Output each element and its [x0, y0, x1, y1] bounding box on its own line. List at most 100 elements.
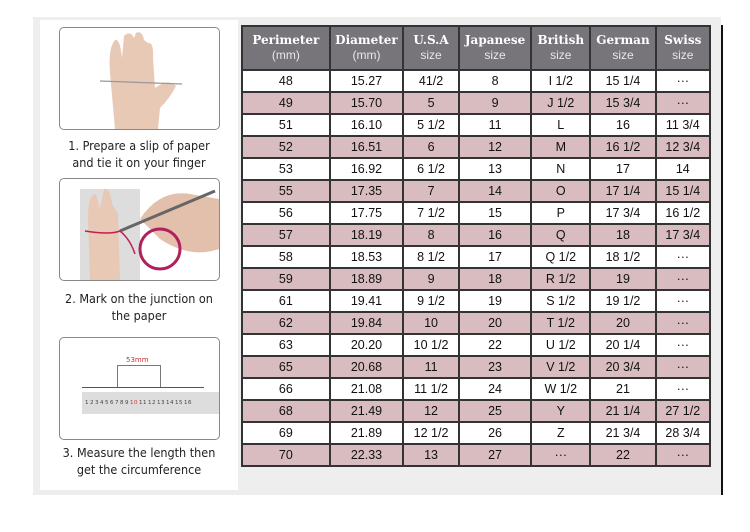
table-cell: 21 1/4	[589, 399, 657, 423]
table-cell: 18	[457, 267, 533, 291]
step2-caption: 2. Mark on the junction on the paper	[40, 290, 238, 324]
table-cell: 21 3/4	[589, 421, 657, 445]
table-cell: 51	[241, 113, 331, 137]
column-header: Diameter (mm)	[328, 25, 405, 71]
table-cell: 11	[402, 355, 460, 379]
ruler-number: 2	[90, 400, 94, 406]
table-cell: 12 1/2	[402, 421, 460, 445]
ruler-number: 12	[148, 400, 156, 406]
column-header: Swiss size	[654, 25, 712, 71]
ruler-number: 10	[130, 400, 138, 406]
column-header: German size	[589, 25, 657, 71]
ruler-number: 8	[120, 400, 124, 406]
table-cell: 11 1/2	[402, 377, 460, 401]
table-cell: 48	[241, 69, 331, 93]
table-row: 59 18.89 9 18 R 1/2 19 ···	[241, 267, 712, 291]
step3-caption: 3. Measure the length then get the circu…	[40, 444, 238, 478]
ring-size-table: Perimeter (mm) Diameter (mm) U.S.A size Japane…	[241, 25, 712, 467]
table-cell: 14	[654, 157, 712, 181]
step1-caption: 1. Prepare a slip of paper and tie it on…	[40, 137, 238, 171]
header-title: British	[537, 33, 585, 47]
table-row: 48 15.27 41/2 8 I 1/2 15 1/4 ···	[241, 69, 712, 93]
header-title: Japanese	[464, 33, 526, 47]
table-cell: 10 1/2	[402, 333, 460, 357]
header-title: Diameter	[335, 33, 398, 47]
table-row: 56 17.75 7 1/2 15 P 17 3/4 16 1/2	[241, 201, 712, 225]
table-cell: 6 1/2	[402, 157, 460, 181]
table-cell: S 1/2	[530, 289, 592, 313]
step3-ruler-image: 53mm 12345678910111213141516	[59, 337, 220, 440]
header-title: Perimeter	[252, 33, 320, 47]
caption-line: 1. Prepare a slip of paper	[68, 138, 210, 153]
table-cell: P	[530, 201, 592, 225]
measure-label: 53mm	[126, 356, 149, 364]
table-cell: 21.89	[328, 421, 405, 445]
column-header: U.S.A size	[402, 25, 460, 71]
table-cell: 17 3/4	[589, 201, 657, 225]
table-row: 62 19.84 10 20 T 1/2 20 ···	[241, 311, 712, 335]
table-cell: 16.10	[328, 113, 405, 137]
table-cell: 17	[589, 157, 657, 181]
table-row: 69 21.89 12 1/2 26 Z 21 3/4 28 3/4	[241, 421, 712, 445]
table-row: 57 18.19 8 16 Q 18 17 3/4	[241, 223, 712, 247]
table-cell: ···	[654, 69, 712, 93]
table-cell: I 1/2	[530, 69, 592, 93]
table-row: 68 21.49 12 25 Y 21 1/4 27 1/2	[241, 399, 712, 423]
table-cell: 16	[589, 113, 657, 137]
table-cell: 12	[457, 135, 533, 159]
table-cell: 19	[589, 267, 657, 291]
table-cell: 59	[241, 267, 331, 291]
table-row: 49 15.70 5 9 J 1/2 15 3/4 ···	[241, 91, 712, 115]
table-cell: L	[530, 113, 592, 137]
table-cell: 19 1/2	[589, 289, 657, 313]
caption-line: and tie it on your finger	[72, 155, 206, 170]
table-cell: ···	[654, 245, 712, 269]
table-cell: ···	[654, 91, 712, 115]
table-cell: 14	[457, 179, 533, 203]
table-cell: 70	[241, 443, 331, 467]
table-cell: 9	[402, 267, 460, 291]
table-cell: 9 1/2	[402, 289, 460, 313]
table-cell: 20.20	[328, 333, 405, 357]
table-cell: 58	[241, 245, 331, 269]
header-unit: size	[672, 48, 694, 62]
table-cell: 56	[241, 201, 331, 225]
table-cell: M	[530, 135, 592, 159]
table-cell: 28 3/4	[654, 421, 712, 445]
column-header: British size	[530, 25, 592, 71]
table-cell: 18 1/2	[589, 245, 657, 269]
table-cell: 15.70	[328, 91, 405, 115]
table-cell: 20.68	[328, 355, 405, 379]
table-cell: 49	[241, 91, 331, 115]
table-cell: 27 1/2	[654, 399, 712, 423]
table-cell: 62	[241, 311, 331, 335]
table-cell: 55	[241, 179, 331, 203]
caption-line: get the circumference	[76, 462, 202, 477]
table-row: 63 20.20 10 1/2 22 U 1/2 20 1/4 ···	[241, 333, 712, 357]
header-unit: size	[484, 48, 506, 62]
header-title: Swiss	[664, 33, 702, 47]
table-cell: 23	[457, 355, 533, 379]
table-cell: 20	[589, 311, 657, 335]
table-row: 58 18.53 8 1/2 17 Q 1/2 18 1/2 ···	[241, 245, 712, 269]
table-cell: 26	[457, 421, 533, 445]
table-cell: 68	[241, 399, 331, 423]
table-cell: 15 1/4	[654, 179, 712, 203]
column-header: Perimeter (mm)	[241, 25, 331, 71]
table-cell: 19.41	[328, 289, 405, 313]
table-cell: ···	[654, 267, 712, 291]
table-cell: 13	[402, 443, 460, 467]
table-cell: 15	[457, 201, 533, 225]
table-cell: 17	[457, 245, 533, 269]
table-cell: 15.27	[328, 69, 405, 93]
table-cell: 66	[241, 377, 331, 401]
table-cell: 65	[241, 355, 331, 379]
table-cell: ···	[654, 377, 712, 401]
table-cell: W 1/2	[530, 377, 592, 401]
table-row: 53 16.92 6 1/2 13 N 17 14	[241, 157, 712, 181]
ruler-number: 6	[110, 400, 114, 406]
table-cell: 8 1/2	[402, 245, 460, 269]
table-row: 61 19.41 9 1/2 19 S 1/2 19 1/2 ···	[241, 289, 712, 313]
ruler-number: 5	[105, 400, 109, 406]
table-cell: 5	[402, 91, 460, 115]
